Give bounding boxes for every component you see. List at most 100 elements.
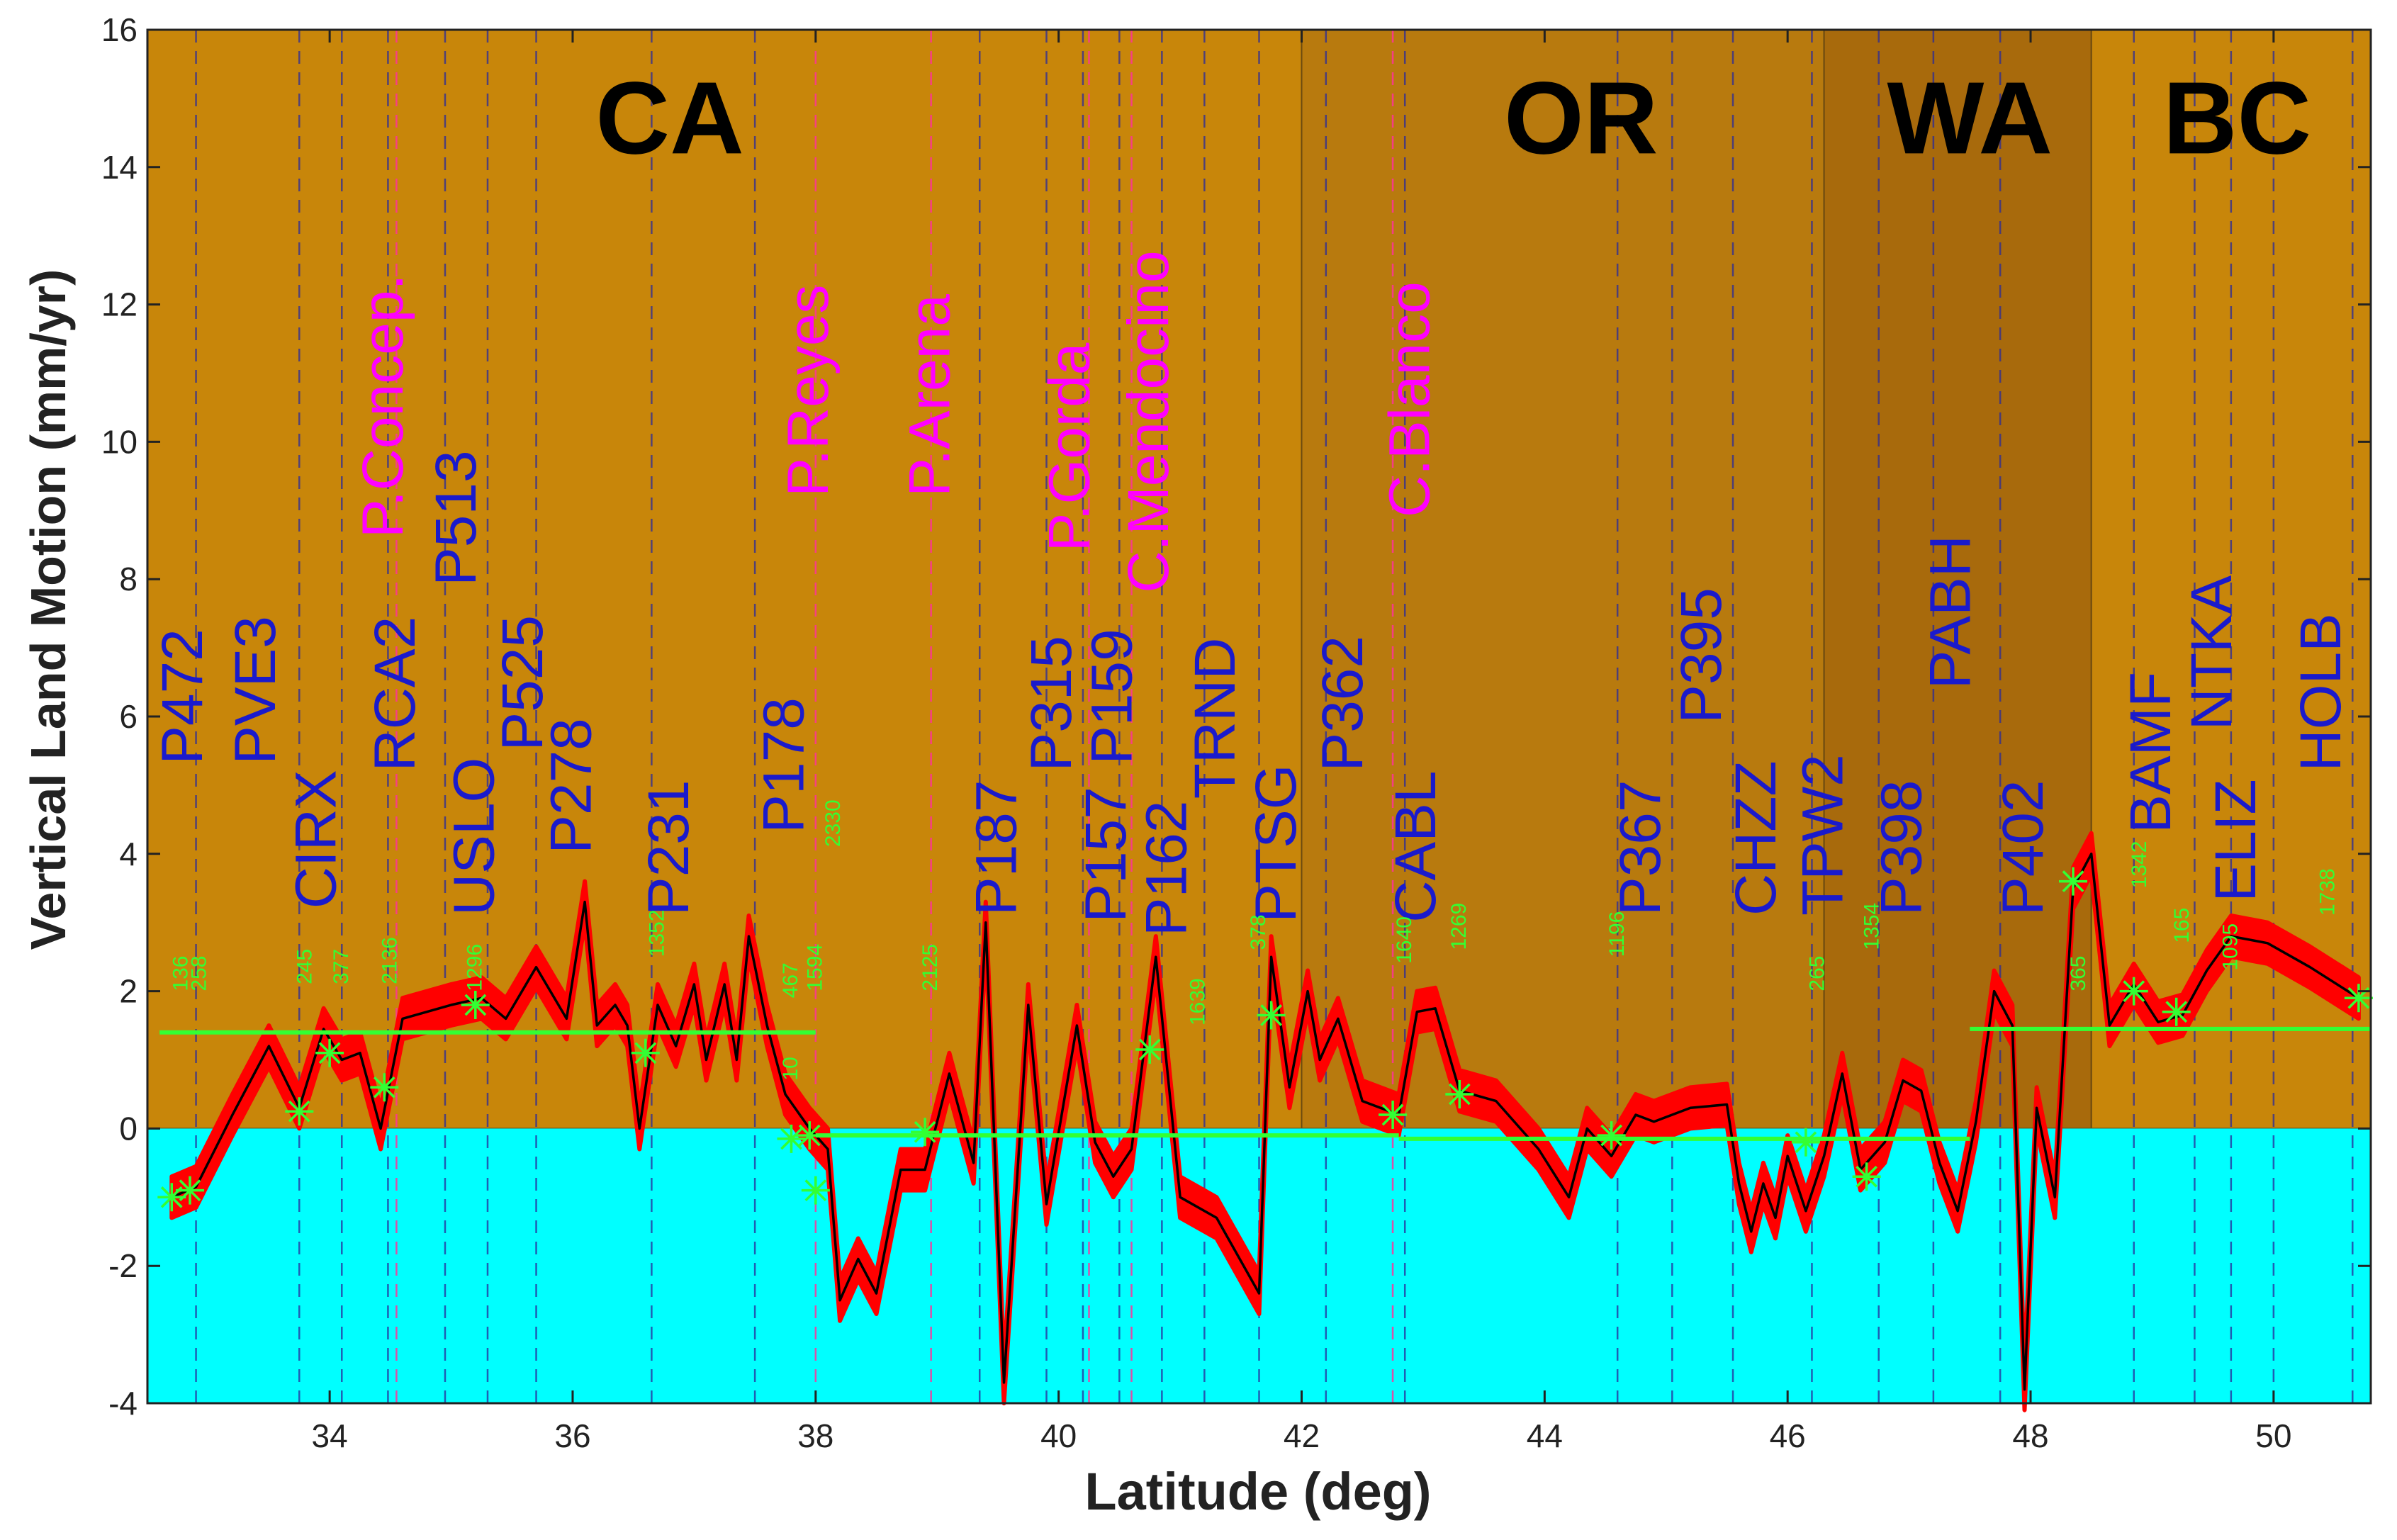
- station-label: P395: [1669, 588, 1734, 724]
- landmark-label: P.Concep.: [351, 274, 415, 538]
- landmark-label: P.Reyes: [776, 285, 841, 497]
- station-vertical-lines: [195, 30, 2354, 1403]
- station-label: BAMF: [2118, 672, 2183, 833]
- station-label: P472: [150, 629, 215, 765]
- station-label: PVE3: [223, 616, 288, 765]
- y-tick-label: -2: [108, 1247, 137, 1284]
- count-label: 378: [1247, 914, 1270, 950]
- station-label: PABH: [1918, 535, 1982, 689]
- region-bands: [147, 29, 2371, 1130]
- station-label: CHZZ: [1724, 760, 1788, 916]
- count-label: 2330: [821, 799, 845, 847]
- station-marker: [285, 1097, 314, 1126]
- count-label: 365: [2067, 956, 2090, 991]
- station-marker: [2059, 867, 2087, 896]
- station-marker: [157, 1183, 186, 1212]
- station-label: P157: [1074, 787, 1138, 923]
- landmark-label: P.Arena: [897, 294, 962, 497]
- station-marker: [176, 1176, 204, 1205]
- y-tick-label: 14: [101, 149, 137, 186]
- station-label: P315: [1019, 636, 1084, 772]
- region-band-ca: [147, 29, 1303, 1130]
- x-tick-label: 42: [1284, 1417, 1320, 1454]
- y-tick-label: 6: [119, 698, 137, 735]
- station-marker: [801, 1176, 830, 1205]
- station-label: P278: [539, 718, 604, 854]
- y-tick-label: 10: [101, 423, 137, 460]
- station-marker: [2162, 997, 2191, 1026]
- count-label: 245: [293, 949, 316, 984]
- y-tick-label: -4: [108, 1385, 137, 1422]
- count-label: 1196: [1605, 911, 1629, 957]
- station-label: P398: [1870, 780, 1934, 916]
- x-tick-label: 48: [2012, 1417, 2048, 1454]
- station-label: USLO: [442, 758, 507, 916]
- count-label: 377: [330, 949, 353, 984]
- landmark-label: C.Blanco: [1378, 281, 1442, 517]
- landmark-label: C.Mendocino: [1116, 250, 1181, 592]
- count-label: 1354: [1860, 903, 1884, 950]
- y-tick-label: 0: [119, 1110, 137, 1147]
- landmark-label: P.Gorda: [1038, 342, 1102, 551]
- count-label: 265: [1806, 956, 1829, 991]
- station-label: TPW2: [1790, 754, 1855, 916]
- station-marker: [1135, 1035, 1164, 1064]
- count-label: 2125: [919, 944, 942, 991]
- count-label: 1594: [803, 944, 826, 991]
- station-label: ELIZ: [2204, 779, 2268, 901]
- y-tick-label: 2: [119, 973, 137, 1010]
- station-marker: [1791, 1128, 1820, 1157]
- station-markers: [157, 867, 2373, 1212]
- x-axis-label: Latitude (deg): [1084, 1462, 1431, 1521]
- x-tick-label: 46: [1770, 1417, 1806, 1454]
- count-label: 1639: [1186, 978, 1209, 1025]
- station-label: P231: [636, 780, 701, 916]
- y-tick-label: 12: [101, 286, 137, 323]
- station-label: P402: [1991, 780, 2055, 916]
- station-label: P525: [490, 615, 555, 751]
- x-tick-label: 38: [797, 1417, 833, 1454]
- station-marker: [1257, 1001, 1286, 1030]
- station-label: P159: [1080, 629, 1145, 765]
- station-marker: [795, 1121, 824, 1150]
- count-label: 258: [187, 956, 210, 991]
- landmark-labels: P.Concep. P.Reyes P.Arena P.Gorda C.Mendocin…: [351, 250, 1442, 592]
- x-tick-label: 34: [312, 1417, 348, 1454]
- count-label: 1738: [2316, 868, 2340, 916]
- station-marker: [461, 991, 490, 1019]
- region-labels: CA OR WA BC: [595, 60, 2311, 175]
- station-marker: [1852, 1162, 1881, 1191]
- station-label: P162: [1135, 801, 1199, 937]
- count-label: 136: [169, 956, 193, 991]
- station-label: RCA2: [363, 617, 427, 772]
- region-band-or: [1301, 29, 1825, 1130]
- x-tick-label: 50: [2255, 1417, 2291, 1454]
- station-label: PTSG: [1244, 764, 1308, 922]
- count-label: 10: [779, 1057, 802, 1080]
- x-tick-label: 36: [554, 1417, 590, 1454]
- count-label: 1269: [1447, 903, 1471, 950]
- station-label: CIRX: [284, 770, 349, 909]
- station-label: P362: [1310, 636, 1375, 772]
- station-marker: [315, 1038, 344, 1067]
- station-marker: [2344, 984, 2373, 1013]
- count-label: 1352: [646, 909, 669, 957]
- station-marker: [1597, 1121, 1626, 1150]
- station-label: HOLB: [2289, 613, 2353, 771]
- count-label: 2136: [378, 937, 401, 984]
- station-label: P178: [752, 697, 816, 833]
- station-label: P187: [965, 780, 1029, 916]
- x-tick-label: 44: [1527, 1417, 1563, 1454]
- station-label: P513: [424, 450, 488, 586]
- station-marker: [911, 1118, 940, 1147]
- station-marker: [1445, 1080, 1474, 1108]
- region-label-or: OR: [1504, 60, 1658, 175]
- x-tick-label: 40: [1040, 1417, 1077, 1454]
- count-label: 165: [2170, 908, 2194, 943]
- station-label: NTKA: [2179, 575, 2244, 730]
- station-marker: [370, 1073, 399, 1102]
- trend-lines: [159, 1026, 2371, 1141]
